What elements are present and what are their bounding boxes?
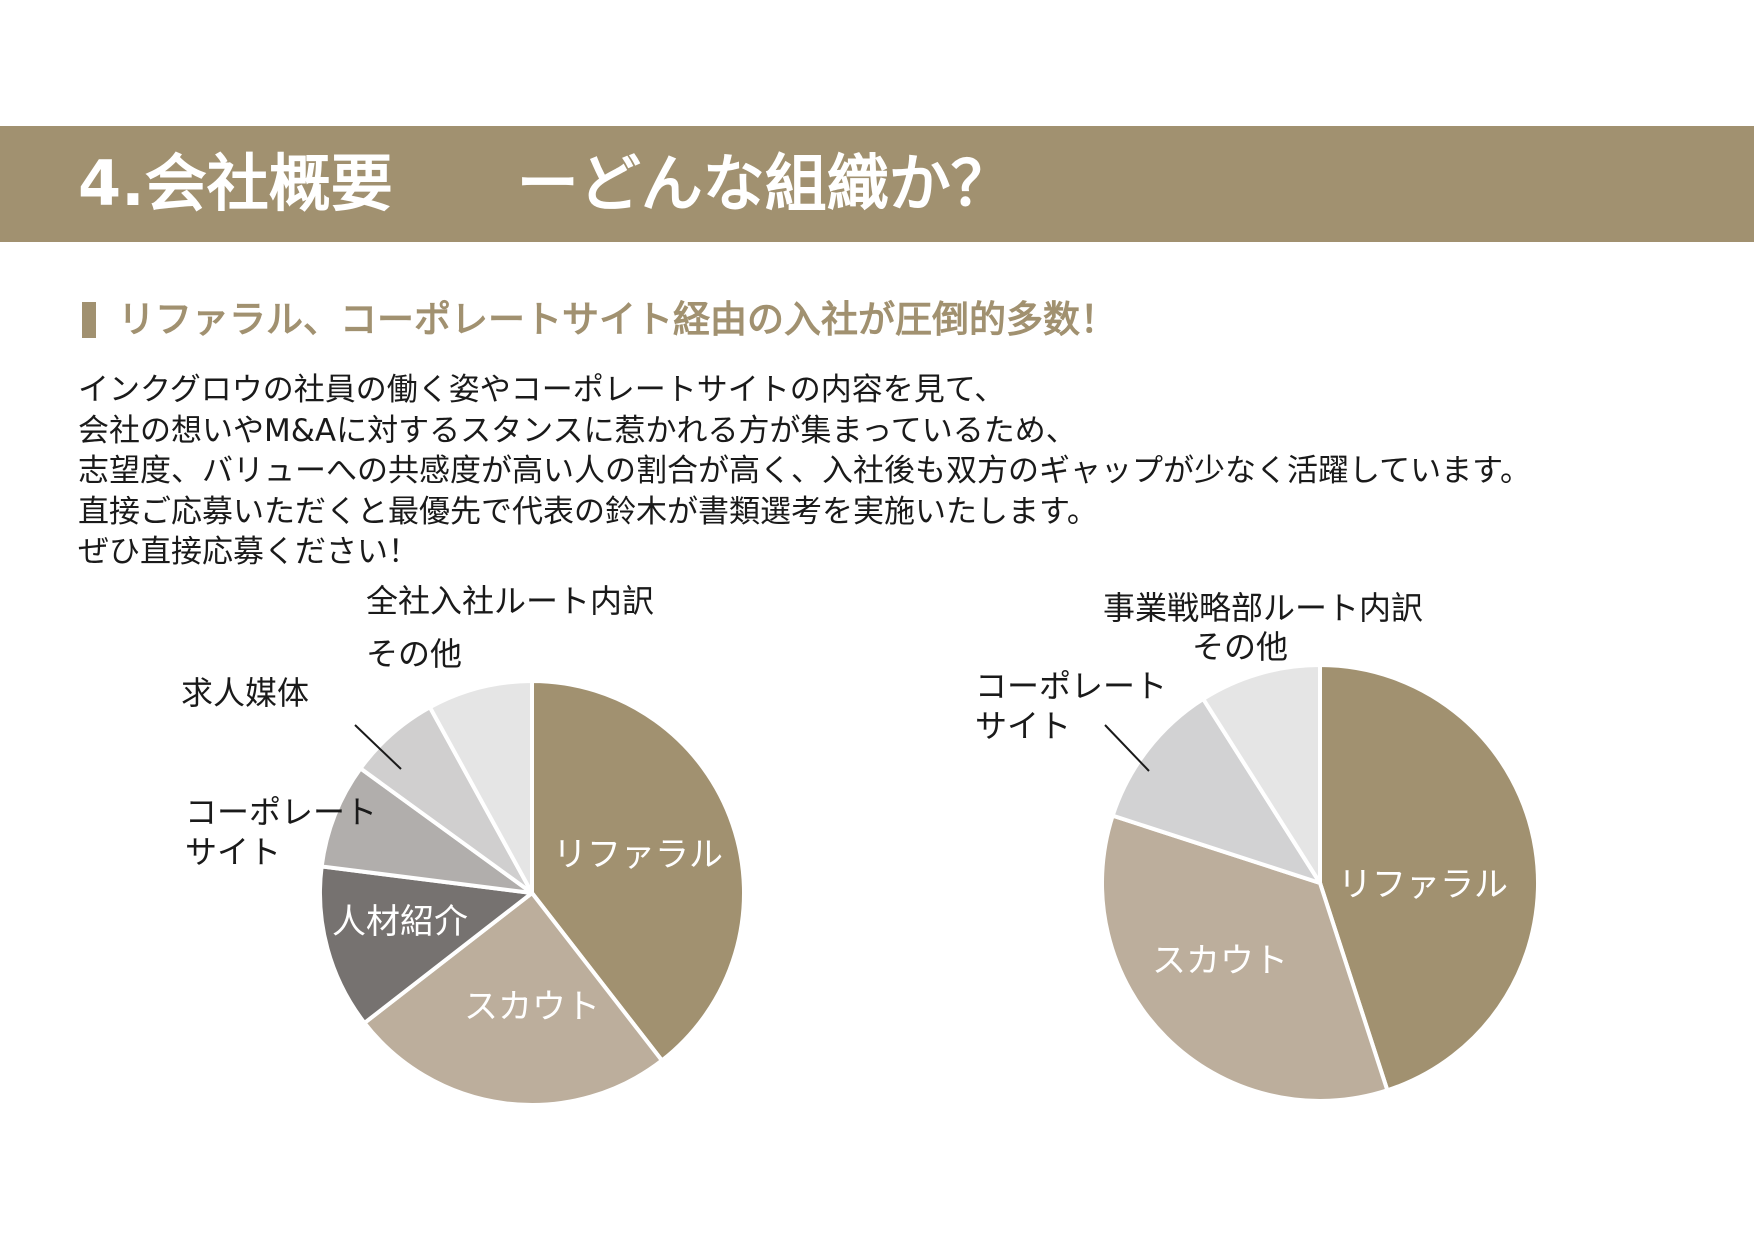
pie-slice	[530, 679, 746, 1063]
pie-slice	[362, 891, 664, 1107]
body-line: 会社の想いやM&Aに対するスタンスに惹かれる方が集まっているため、	[78, 412, 1077, 449]
slice-label: リファラル	[553, 835, 723, 875]
body-line: ぜひ直接応募ください！	[78, 534, 419, 570]
title-band: 4.会社概要 ーどんな組織か？	[0, 126, 1754, 242]
pie-slice	[1100, 813, 1390, 1103]
callout-label: その他	[1192, 628, 1288, 666]
body-paragraph: インクグロウの社員の働く姿やコーポレートサイトの内容を見て、 会社の想いやM&A…	[78, 370, 1531, 573]
pie-slice	[1318, 663, 1540, 1093]
leader-line	[354, 724, 402, 770]
heading-accent-bar	[82, 302, 96, 338]
page-title: 4.会社概要 ーどんな組織か？	[78, 147, 1013, 220]
section-heading-text: リファラル、コーポレートサイト経由の入社が圧倒的多数！	[118, 298, 1117, 341]
body-line: インクグロウの社員の働く姿やコーポレートサイトの内容を見て、	[78, 372, 1006, 408]
body-line: 直接ご応募いただくと最優先で代表の鈴木が書類選考を実施いたします。	[78, 493, 1098, 530]
leader-line	[1104, 724, 1150, 772]
chart-title: 全社入社ルート内訳	[366, 582, 654, 620]
pie-slice	[318, 864, 534, 1025]
body-line: 志望度、バリューへの共感度が高い人の割合が高く、入社後も双方のギャップが少なく活…	[78, 453, 1531, 489]
callout-label: コーポレートサイト	[975, 667, 1167, 745]
pie-slice	[319, 766, 534, 895]
callout-label: その他	[366, 635, 462, 673]
slice-label: スカウト	[1152, 941, 1288, 981]
slice-label: スカウト	[464, 987, 600, 1027]
chart-title: 事業戦略部ルート内訳	[1103, 589, 1423, 627]
slice-label: リファラル	[1338, 865, 1508, 905]
slice-label: 人材紹介	[332, 902, 468, 942]
pie-slice	[1110, 696, 1322, 885]
callout-label: 求人媒体	[181, 674, 309, 712]
pie-slice	[1201, 663, 1322, 885]
pie-slice	[427, 679, 534, 895]
callout-label: コーポレートサイト	[185, 793, 377, 871]
